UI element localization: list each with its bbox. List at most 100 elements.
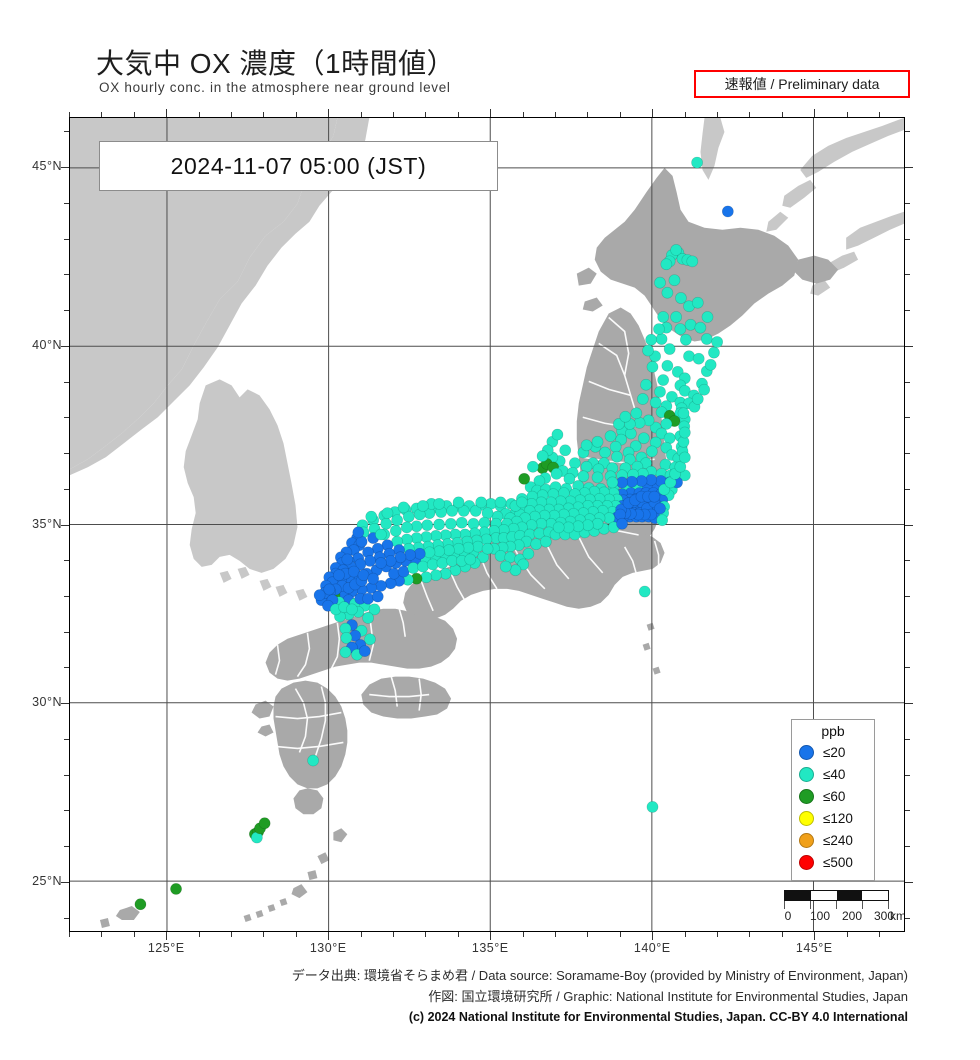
- observation-point[interactable]: [637, 432, 650, 445]
- observation-point[interactable]: [341, 553, 354, 566]
- observation-point[interactable]: [619, 410, 632, 423]
- observation-point[interactable]: [404, 548, 416, 561]
- observation-point[interactable]: [704, 358, 717, 371]
- observation-point[interactable]: [452, 496, 465, 509]
- observation-point[interactable]: [694, 321, 707, 334]
- observation-point[interactable]: [539, 535, 552, 548]
- observation-point[interactable]: [494, 550, 507, 562]
- observation-point[interactable]: [654, 502, 666, 515]
- observation-point[interactable]: [536, 450, 549, 462]
- observation-point[interactable]: [518, 472, 531, 485]
- observation-point[interactable]: [417, 500, 429, 512]
- observation-point[interactable]: [674, 460, 687, 473]
- observation-point[interactable]: [678, 451, 691, 464]
- observation-point[interactable]: [400, 521, 413, 534]
- observation-point[interactable]: [313, 589, 326, 602]
- legend-entry[interactable]: ≤500: [792, 851, 874, 873]
- observation-point[interactable]: [580, 439, 593, 452]
- observation-point[interactable]: [691, 296, 704, 309]
- observation-point[interactable]: [516, 496, 528, 509]
- observation-point[interactable]: [638, 585, 651, 598]
- observation-point[interactable]: [675, 292, 687, 304]
- observation-point[interactable]: [362, 592, 374, 605]
- observation-point[interactable]: [657, 374, 670, 386]
- observation-point[interactable]: [591, 435, 604, 448]
- observation-point[interactable]: [674, 323, 687, 335]
- observation-point[interactable]: [517, 558, 530, 571]
- observation-point[interactable]: [684, 318, 697, 331]
- observation-point[interactable]: [552, 521, 565, 534]
- legend-entry[interactable]: ≤40: [792, 763, 874, 785]
- observation-point[interactable]: [577, 470, 590, 483]
- legend-entry[interactable]: ≤60: [792, 785, 874, 807]
- observation-point[interactable]: [678, 426, 691, 439]
- observation-point[interactable]: [452, 542, 465, 555]
- observation-point[interactable]: [679, 333, 692, 346]
- observation-point[interactable]: [134, 898, 147, 911]
- observation-point[interactable]: [606, 476, 619, 489]
- observation-point[interactable]: [670, 311, 683, 323]
- observation-point[interactable]: [333, 569, 345, 582]
- observation-point[interactable]: [625, 475, 638, 488]
- observation-point[interactable]: [551, 428, 564, 441]
- observation-point[interactable]: [368, 603, 381, 616]
- observation-point[interactable]: [340, 632, 353, 644]
- observation-point[interactable]: [649, 396, 662, 409]
- observation-point[interactable]: [654, 385, 666, 398]
- observation-point[interactable]: [636, 393, 649, 405]
- observation-point[interactable]: [420, 571, 433, 584]
- observation-point[interactable]: [629, 440, 642, 452]
- observation-point[interactable]: [339, 646, 352, 659]
- observation-point[interactable]: [388, 567, 400, 580]
- observation-point[interactable]: [389, 524, 402, 537]
- observation-point[interactable]: [358, 645, 371, 657]
- observation-point[interactable]: [170, 883, 182, 895]
- map-plot-area[interactable]: 2024-11-07 05:00 (JST) ppb ≤20 ≤40 ≤60 ≤120…: [69, 117, 905, 932]
- observation-point[interactable]: [604, 430, 617, 443]
- observation-point[interactable]: [640, 378, 652, 391]
- observation-point[interactable]: [527, 460, 539, 473]
- observation-point[interactable]: [616, 517, 628, 530]
- observation-point[interactable]: [426, 558, 439, 571]
- observation-point[interactable]: [654, 276, 666, 289]
- observation-point[interactable]: [686, 255, 699, 268]
- observation-point[interactable]: [642, 344, 654, 357]
- observation-point[interactable]: [660, 258, 673, 271]
- observation-point[interactable]: [457, 505, 470, 517]
- observation-point[interactable]: [433, 518, 446, 531]
- observation-point[interactable]: [646, 445, 658, 458]
- observation-point[interactable]: [410, 520, 423, 533]
- observation-point[interactable]: [611, 450, 623, 463]
- observation-point[interactable]: [648, 490, 661, 503]
- observation-point[interactable]: [367, 572, 380, 585]
- observation-point[interactable]: [665, 390, 678, 403]
- observation-point[interactable]: [323, 583, 336, 596]
- observation-point[interactable]: [307, 754, 320, 767]
- observation-point[interactable]: [375, 528, 387, 541]
- observation-point[interactable]: [535, 517, 548, 530]
- observation-point[interactable]: [464, 553, 477, 566]
- observation-point[interactable]: [444, 517, 457, 530]
- observation-point[interactable]: [380, 517, 393, 530]
- observation-point[interactable]: [591, 471, 604, 484]
- observation-point[interactable]: [371, 590, 384, 603]
- observation-point[interactable]: [691, 393, 704, 405]
- observation-point[interactable]: [365, 510, 378, 523]
- observation-point[interactable]: [530, 538, 543, 551]
- observation-point[interactable]: [683, 350, 695, 363]
- observation-point[interactable]: [375, 557, 387, 569]
- observation-point[interactable]: [423, 546, 436, 559]
- observation-point[interactable]: [391, 514, 404, 527]
- observation-point[interactable]: [481, 542, 494, 555]
- observation-point[interactable]: [599, 446, 611, 459]
- observation-point[interactable]: [591, 517, 604, 530]
- observation-point[interactable]: [381, 507, 394, 520]
- observation-point[interactable]: [346, 603, 358, 616]
- observation-point[interactable]: [691, 156, 703, 169]
- observation-point[interactable]: [362, 612, 374, 624]
- observation-point[interactable]: [646, 801, 659, 813]
- observation-point[interactable]: [721, 205, 734, 218]
- observation-point[interactable]: [701, 311, 714, 323]
- observation-point[interactable]: [657, 311, 670, 323]
- observation-point[interactable]: [700, 333, 713, 345]
